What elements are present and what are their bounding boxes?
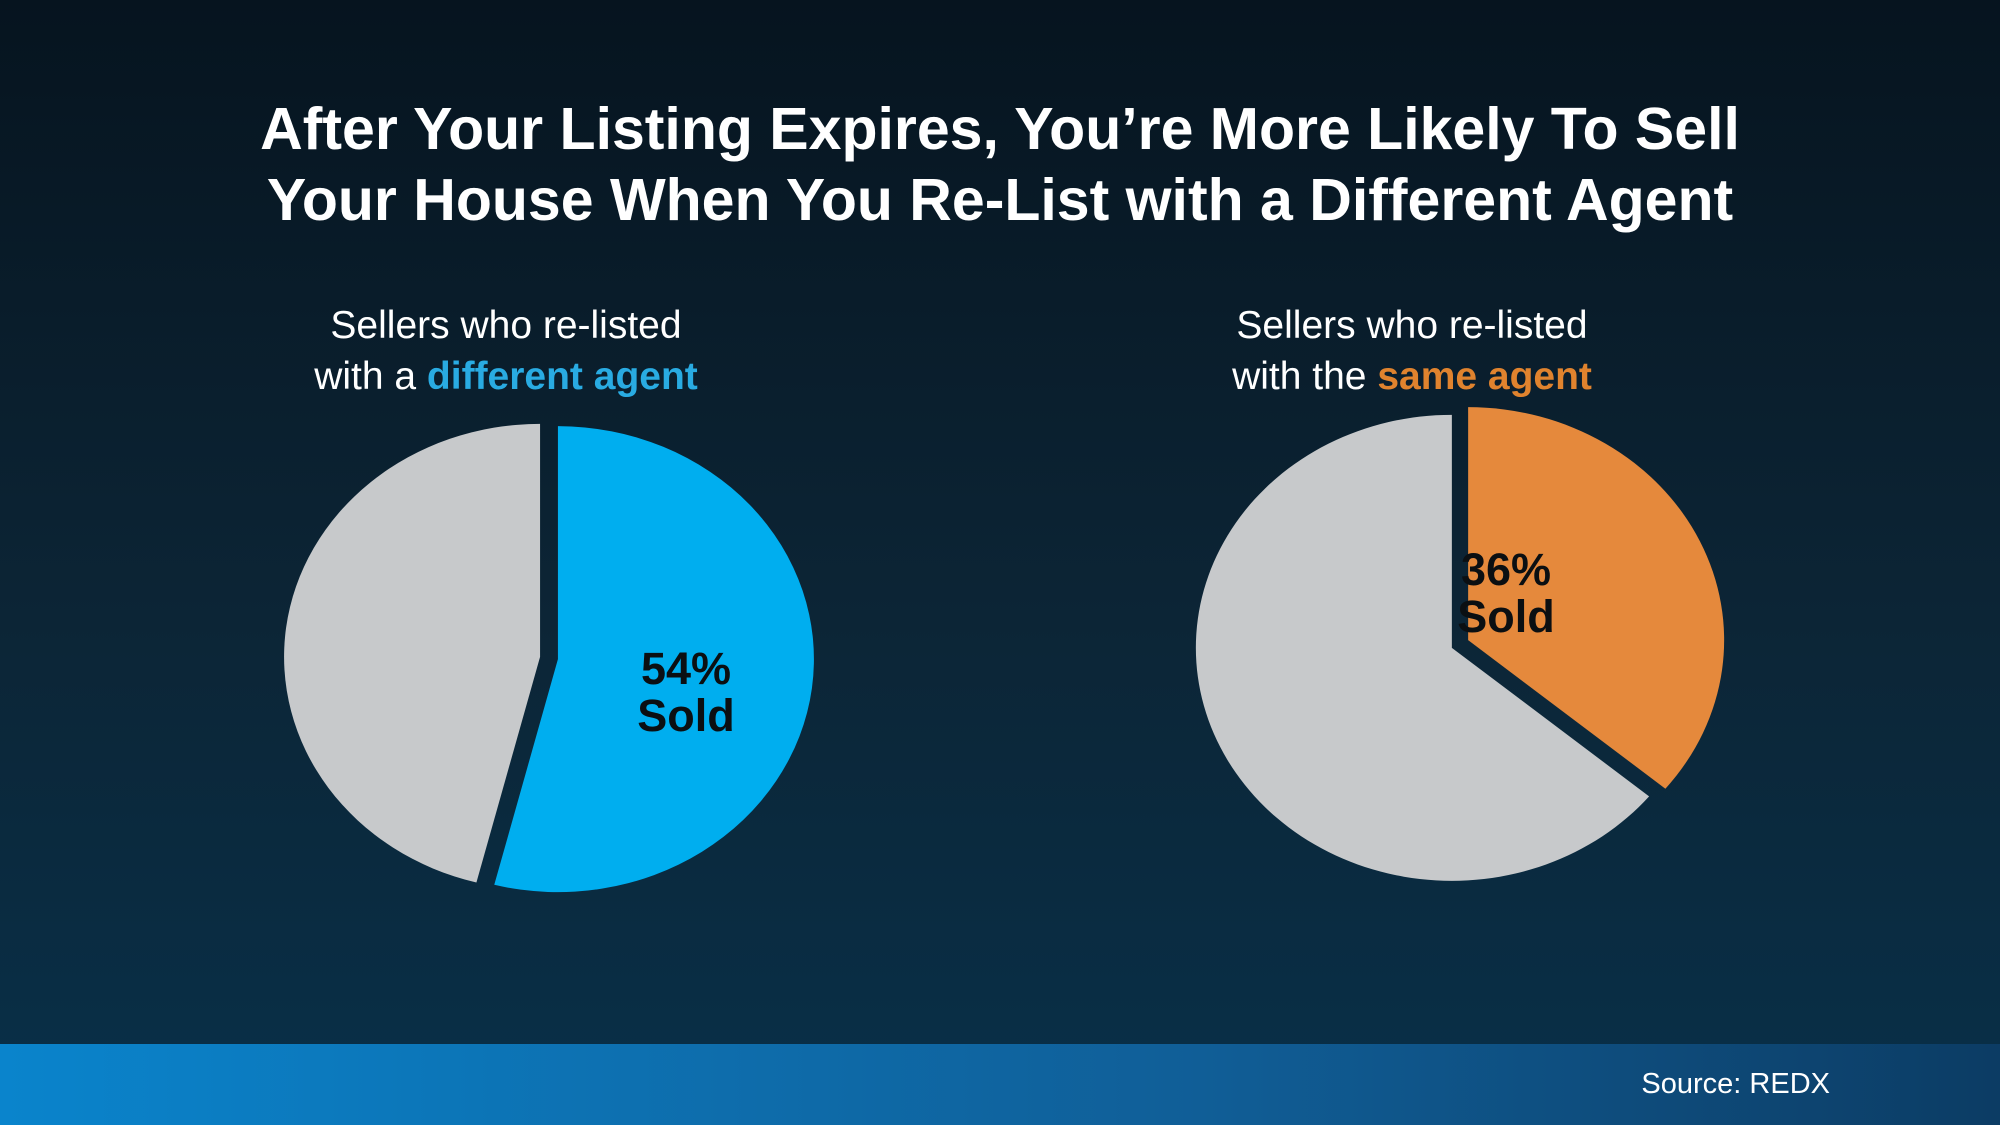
page-title-line2: Your House When You Re-List with a Diffe… [266, 166, 1734, 233]
source-credit: Source: REDX [1641, 1068, 1830, 1100]
pie-chart-same-agent [1195, 407, 1725, 881]
pie-caption-line2: with a different agent [196, 351, 816, 402]
pie-0-slice-sold [494, 426, 814, 893]
pie-caption-highlight: different agent [426, 355, 698, 398]
page-title: After Your Listing Expires, You’re More … [0, 94, 2000, 236]
pie-caption-prefix: with a [314, 355, 427, 398]
pie-caption-line1: Sellers who re-listed [330, 304, 682, 347]
pie-caption-same-agent: Sellers who re-listed with the same agen… [1102, 300, 1722, 402]
pie-1-slice-did-not-sell [1195, 414, 1650, 881]
pie-0-slice-did-not-sell [284, 423, 541, 883]
pie-chart-different-agent [284, 423, 814, 893]
pie-value-word: Sold [637, 690, 735, 741]
page-title-line1: After Your Listing Expires, You’re More … [260, 95, 1740, 162]
pie-value-percent: 36% [1460, 544, 1552, 595]
pie-1-slice-sold [1468, 407, 1725, 789]
pie-caption-highlight: same agent [1377, 355, 1592, 398]
pie-caption-different-agent: Sellers who re-listed with a different a… [196, 300, 816, 402]
pie-value-word: Sold [1457, 591, 1555, 642]
footer-bar: Source: REDX [0, 1044, 2000, 1125]
pie-value-label-same-agent: 36% Sold [1457, 546, 1555, 640]
pie-value-label-different-agent: 54% Sold [637, 645, 735, 739]
pie-caption-prefix: with the [1232, 355, 1378, 398]
pie-caption-line2: with the same agent [1102, 351, 1722, 402]
pie-caption-line1: Sellers who re-listed [1236, 304, 1588, 347]
pie-value-percent: 54% [640, 643, 732, 694]
